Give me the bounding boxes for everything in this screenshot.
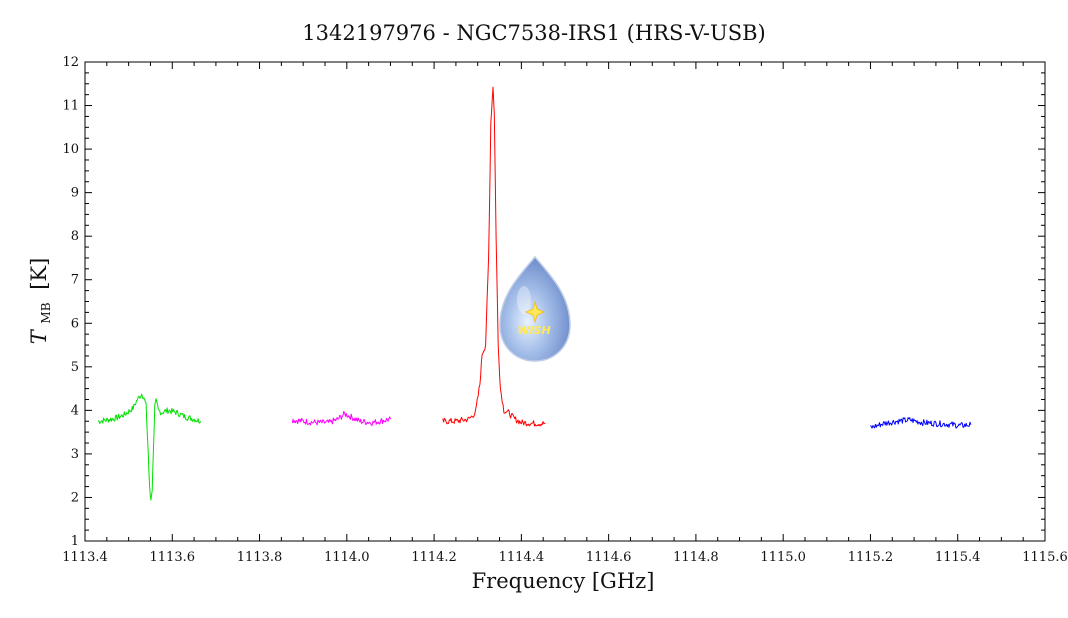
- wish-logo: WISH: [499, 255, 571, 362]
- x-tick-label: 1114.8: [673, 550, 719, 565]
- series-line-2: [291, 411, 391, 426]
- y-tick-label: 4: [71, 403, 79, 418]
- wish-star-icon: [524, 300, 546, 324]
- x-tick-label: 1115.4: [935, 550, 981, 565]
- y-axis-label: T MB [K]: [27, 258, 55, 345]
- y-tick-label: 8: [71, 229, 79, 244]
- y-tick-label: 5: [71, 360, 79, 375]
- x-tick-label: 1113.4: [62, 550, 108, 565]
- x-tick-label: 1114.2: [411, 550, 457, 565]
- plot-frame: [84, 61, 1046, 542]
- chart-title: 1342197976 - NGC7538-IRS1 (HRS-V-USB): [302, 21, 765, 45]
- x-axis-label: Frequency [GHz]: [472, 569, 655, 593]
- y-tick-label: 3: [71, 447, 79, 462]
- svg-text:T MB [K]: T MB [K]: [27, 258, 55, 345]
- y-axis-label-unit: [K]: [27, 258, 51, 290]
- y-axis-label-sub: MB: [39, 302, 53, 323]
- y-tick-label: 7: [71, 273, 79, 288]
- axis-tick-labels: 1113.4 1113.6 1113.8 1114.0 1114.2 1114.4 1114…: [62, 55, 1068, 565]
- wish-logo-text: WISH: [517, 324, 550, 337]
- y-tick-label: 2: [71, 490, 79, 505]
- y-axis-label-main: T: [27, 328, 51, 344]
- y-tick-label: 6: [71, 316, 79, 331]
- y-tick-label: 1: [71, 534, 79, 549]
- y-tick-label: 10: [62, 142, 79, 157]
- x-tick-label: 1114.6: [586, 550, 632, 565]
- x-tick-label: 1114.0: [324, 550, 370, 565]
- x-tick-label: 1115.0: [760, 550, 806, 565]
- series-line-1: [97, 393, 202, 501]
- y-tick-label: 9: [71, 186, 79, 201]
- x-tick-label: 1115.2: [848, 550, 894, 565]
- x-tick-label: 1115.6: [1022, 550, 1068, 565]
- axis-ticks: [84, 61, 1046, 542]
- y-tick-label: 11: [62, 99, 79, 114]
- x-tick-label: 1113.8: [237, 550, 283, 565]
- series-group: [97, 86, 972, 501]
- y-tick-label: 12: [62, 55, 79, 70]
- wish-drop-highlight: [517, 286, 531, 314]
- x-tick-label: 1114.4: [499, 550, 545, 565]
- series-line-3: [442, 86, 546, 427]
- x-tick-label: 1113.6: [150, 550, 196, 565]
- series-line-4: [870, 417, 972, 429]
